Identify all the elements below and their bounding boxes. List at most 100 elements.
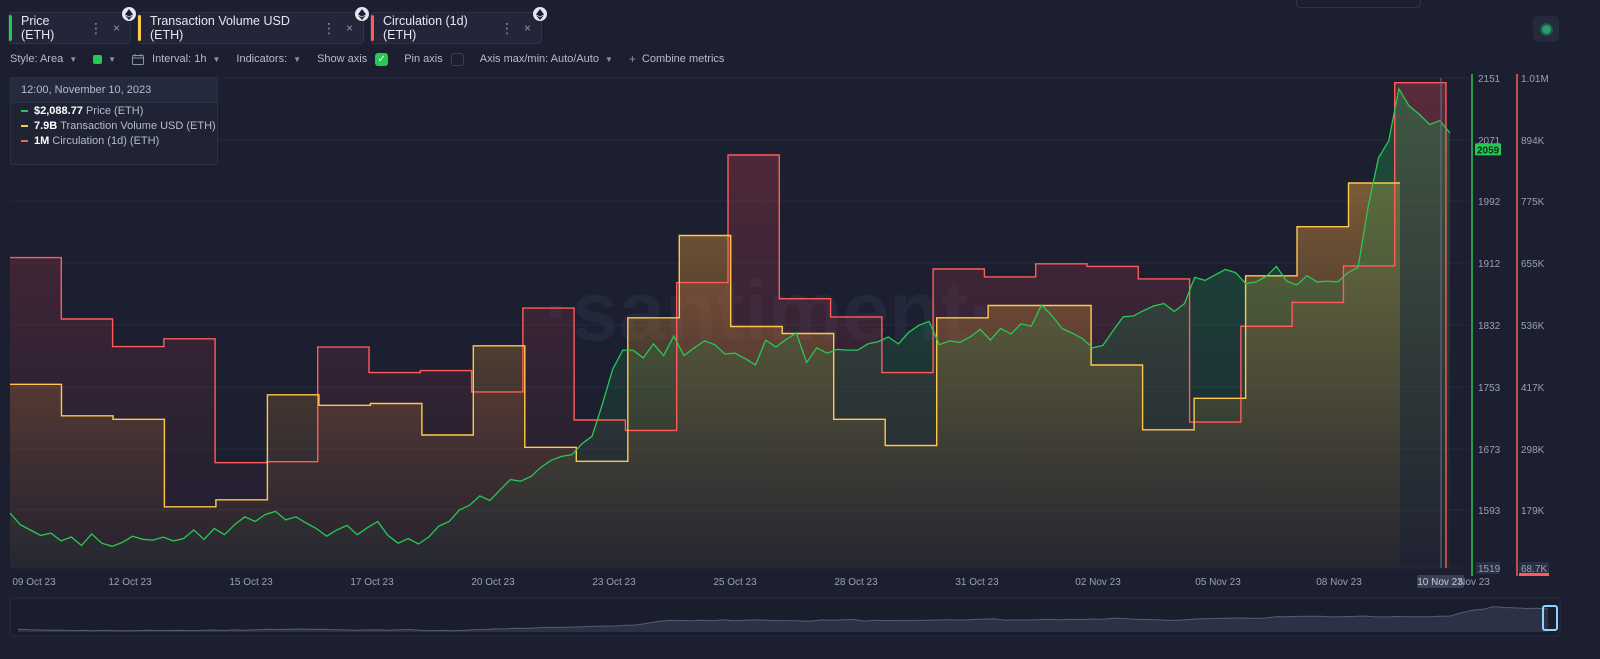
style-dropdown[interactable]: Style: Area ▼ bbox=[10, 53, 77, 65]
x-tick-label: 23 Oct 23 bbox=[592, 577, 636, 588]
series-areas bbox=[10, 82, 1450, 569]
interval-dropdown[interactable]: Interval: 1h ▼ bbox=[132, 53, 220, 65]
ethereum-icon bbox=[355, 7, 369, 21]
price-area bbox=[10, 88, 1450, 569]
tooltip-value: 7.9B bbox=[34, 119, 58, 132]
transaction-volume-line bbox=[10, 182, 1400, 508]
circulation-tick-label: 655K bbox=[1521, 259, 1545, 270]
chevron-down-icon: ▼ bbox=[293, 54, 302, 64]
pin-axis-label: Pin axis bbox=[404, 53, 443, 65]
metric-tab-label: Circulation (1d) (ETH) bbox=[383, 14, 468, 42]
chevron-down-icon: ▼ bbox=[212, 54, 221, 64]
circulation-line bbox=[10, 82, 1447, 568]
legend-marker bbox=[21, 139, 28, 142]
interval-label: Interval: 1h bbox=[152, 53, 207, 65]
tooltip-label: Circulation (1d) (ETH) bbox=[52, 134, 160, 147]
navigator-area bbox=[18, 606, 1548, 632]
chevron-down-icon: ▼ bbox=[69, 54, 78, 64]
price-tick-label: 2151 bbox=[1478, 74, 1501, 85]
series-lines bbox=[9, 78, 1451, 568]
tooltip-row: $2,088.77 Price (ETH) bbox=[11, 103, 217, 118]
ethereum-icon bbox=[533, 7, 547, 21]
price-tick-label: 1673 bbox=[1478, 445, 1501, 456]
pin-axis-toggle[interactable]: Pin axis bbox=[404, 52, 464, 66]
close-icon[interactable]: × bbox=[112, 21, 120, 35]
x-tick-label: 05 Nov 23 bbox=[1195, 577, 1241, 588]
color-swatch bbox=[93, 54, 103, 64]
circulation-tick-label: 894K bbox=[1521, 136, 1545, 147]
chart-toolbar: Style: Area ▼ ▼ Interval: 1h ▼ Indicators:… bbox=[10, 51, 740, 67]
x-tick-label: 15 Oct 23 bbox=[229, 577, 273, 588]
calendar-icon bbox=[132, 53, 145, 65]
circulation-tick-label: 179K bbox=[1521, 506, 1545, 517]
metric-tab-price[interactable]: Price (ETH) ⋮ × bbox=[8, 7, 136, 44]
checkbox-unchecked-icon[interactable] bbox=[450, 52, 464, 66]
x-tick-label: 20 Oct 23 bbox=[471, 577, 515, 588]
indicators-dropdown[interactable]: Indicators: ▼ bbox=[236, 53, 301, 65]
metric-tab-label: Price (ETH) bbox=[21, 14, 55, 42]
navigator-handle bbox=[1542, 605, 1558, 631]
tooltip-legend: 12:00, November 10, 2023 $2,088.77 Price … bbox=[10, 77, 218, 165]
circulation-axis-marker bbox=[1519, 573, 1549, 576]
price-tick-label: 1753 bbox=[1478, 383, 1501, 394]
price-line bbox=[9, 87, 1451, 547]
price-axis: 2151 2071 1992 1912 1832 1753 1673 1593 1519 2059 bbox=[1471, 74, 1501, 576]
metric-tabs: Price (ETH) ⋮ × Transaction Volume USD (… bbox=[8, 7, 547, 44]
circulation-axis: 1.01M 894K 775K 655K 536K 417K 298K 179K 68.7K bbox=[1516, 74, 1549, 576]
x-tick-label: 09 Oct 23 bbox=[12, 577, 56, 588]
metric-color-bar bbox=[9, 15, 12, 41]
legend-marker bbox=[21, 124, 28, 127]
circulation-axis-min-box bbox=[1519, 562, 1549, 574]
indicators-label: Indicators: bbox=[236, 53, 288, 65]
price-tick-label: 1912 bbox=[1478, 259, 1501, 270]
checkbox-checked-icon[interactable]: ✓ bbox=[375, 52, 389, 66]
price-tick-label: 1593 bbox=[1478, 506, 1501, 517]
price-tick-label: 2071 bbox=[1478, 136, 1501, 147]
circulation-tick-label: 417K bbox=[1521, 383, 1545, 394]
circulation-tick-label: 68.7K bbox=[1521, 564, 1547, 575]
ethereum-icon bbox=[122, 7, 136, 21]
style-label: Style: Area bbox=[10, 53, 64, 65]
color-picker[interactable]: ▼ bbox=[93, 54, 117, 64]
metric-color-bar bbox=[138, 15, 141, 41]
x-tick-label: 31 Oct 23 bbox=[955, 577, 999, 588]
status-dot-icon bbox=[1541, 24, 1551, 34]
metric-tab-label: Transaction Volume USD (ETH) bbox=[150, 14, 290, 42]
axis-maxmin-label: Axis max/min: Auto/Auto bbox=[479, 53, 599, 65]
circulation-tick-label: 536K bbox=[1521, 321, 1545, 332]
combine-metrics-button[interactable]: + Combine metrics bbox=[629, 52, 725, 66]
settings-button[interactable] bbox=[1533, 16, 1559, 42]
metric-tab-circulation[interactable]: Circulation (1d) (ETH) ⋮ × bbox=[370, 7, 547, 44]
x-tick-label: 25 Oct 23 bbox=[713, 577, 757, 588]
x-axis: 09 Oct 23 12 Oct 23 15 Oct 23 17 Oct 23 20 O… bbox=[12, 575, 1490, 588]
circulation-tick-label: 298K bbox=[1521, 445, 1545, 456]
price-tick-label: 1832 bbox=[1478, 321, 1501, 332]
tooltip-value: $2,088.77 bbox=[34, 104, 83, 117]
close-icon[interactable]: × bbox=[345, 21, 353, 35]
x-tick-highlight bbox=[1417, 575, 1464, 588]
more-options-icon[interactable]: ⋮ bbox=[88, 19, 103, 36]
x-tick-label: 02 Nov 23 bbox=[1075, 577, 1121, 588]
show-axis-label: Show axis bbox=[317, 53, 368, 65]
close-icon[interactable]: × bbox=[523, 21, 531, 35]
x-tick-label-highlighted: 10 Nov 23 bbox=[1417, 577, 1463, 588]
x-tick-label: 17 Oct 23 bbox=[350, 577, 394, 588]
chevron-down-icon: ▼ bbox=[108, 54, 117, 64]
x-tick-label: Nov 23 bbox=[1458, 577, 1490, 588]
tooltip-label: Transaction Volume USD (ETH) bbox=[60, 119, 216, 132]
x-tick-label: 08 Nov 23 bbox=[1316, 577, 1362, 588]
tooltip-row: 7.9B Transaction Volume USD (ETH) bbox=[11, 118, 217, 133]
more-options-icon[interactable]: ⋮ bbox=[499, 19, 514, 36]
more-options-icon[interactable]: ⋮ bbox=[321, 19, 336, 36]
legend-marker bbox=[21, 109, 28, 112]
range-navigator[interactable] bbox=[9, 597, 1561, 637]
navigator-line bbox=[17, 606, 1549, 632]
combine-metrics-label: Combine metrics bbox=[641, 53, 725, 65]
top-right-panel bbox=[1296, 0, 1421, 8]
axis-maxmin-dropdown[interactable]: Axis max/min: Auto/Auto ▼ bbox=[480, 53, 613, 65]
metric-tab-transaction-volume[interactable]: Transaction Volume USD (ETH) ⋮ × bbox=[137, 7, 369, 44]
tooltip-label: Price (ETH) bbox=[85, 104, 144, 117]
metric-color-bar bbox=[371, 15, 374, 41]
show-axis-toggle[interactable]: Show axis ✓ bbox=[317, 52, 389, 66]
